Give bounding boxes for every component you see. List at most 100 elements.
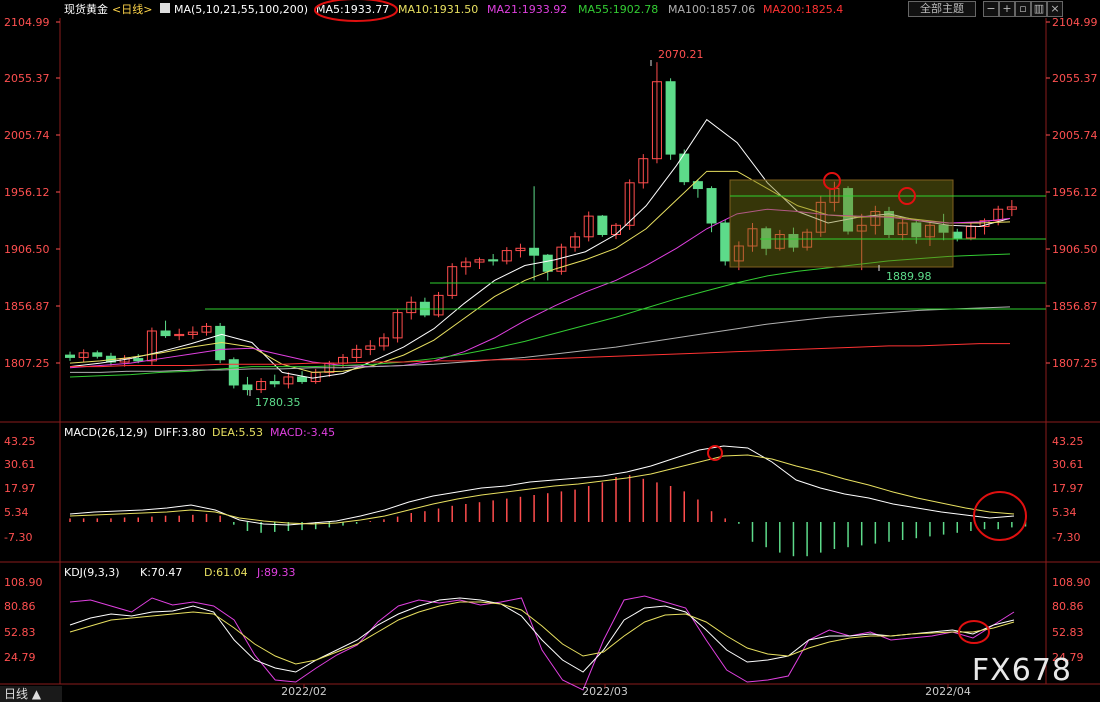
- candle-body[interactable]: [351, 348, 362, 358]
- candle-body[interactable]: [297, 376, 308, 383]
- kdj-j: J:89.33: [256, 566, 295, 579]
- candle-body[interactable]: [447, 266, 458, 296]
- candle-body[interactable]: [187, 331, 198, 335]
- restore-icon[interactable]: ▫: [1015, 1, 1031, 17]
- highlight-circle: [958, 620, 990, 644]
- x-axis-label: 2022/04: [925, 685, 971, 698]
- candle-body[interactable]: [583, 215, 594, 238]
- candle-body[interactable]: [146, 330, 157, 362]
- candle-body[interactable]: [692, 181, 703, 190]
- candle-body[interactable]: [92, 352, 103, 357]
- macd-tick-left: 30.61: [4, 458, 36, 471]
- macd-tick-right: -7.30: [1052, 531, 1080, 544]
- candle-body[interactable]: [488, 259, 499, 262]
- candle-body[interactable]: [283, 376, 294, 385]
- candle-body[interactable]: [515, 247, 526, 252]
- candle-body[interactable]: [474, 259, 485, 263]
- candle-body[interactable]: [843, 188, 854, 232]
- candle-body[interactable]: [952, 231, 963, 239]
- candle-body[interactable]: [1006, 206, 1017, 210]
- macd-tick-left: 43.25: [4, 435, 36, 448]
- price-tick-right: 2005.74: [1052, 129, 1098, 142]
- candle-body[interactable]: [378, 337, 389, 347]
- candle-body[interactable]: [774, 234, 785, 249]
- candle-body[interactable]: [160, 330, 171, 337]
- candle-body[interactable]: [365, 345, 376, 350]
- price-tick-right: 1956.12: [1052, 186, 1098, 199]
- macd-tick-right: 30.61: [1052, 458, 1084, 471]
- candle-body[interactable]: [529, 247, 540, 256]
- candle-body[interactable]: [133, 358, 144, 362]
- kdj-panel[interactable]: [69, 595, 1015, 691]
- candle-body[interactable]: [460, 261, 471, 268]
- ma100-value: MA100:1857.06: [668, 3, 755, 16]
- ma55-line: [69, 253, 1011, 378]
- kdj-title: KDJ(9,3,3): [64, 566, 120, 579]
- candle-body[interactable]: [78, 352, 89, 358]
- price-tick-left: 1807.25: [4, 357, 50, 370]
- candle-body[interactable]: [256, 381, 267, 391]
- candle-body[interactable]: [747, 228, 758, 247]
- candle-body[interactable]: [201, 325, 212, 333]
- candle-body[interactable]: [228, 359, 239, 386]
- plus-icon[interactable]: +: [999, 1, 1015, 17]
- macd-dea-line: [69, 454, 1015, 525]
- candle-body[interactable]: [269, 381, 280, 385]
- candle-body[interactable]: [570, 236, 581, 248]
- ma10-value: MA10:1931.50: [398, 3, 478, 16]
- highlight-circle: [823, 172, 841, 190]
- theme-button[interactable]: 全部主题: [908, 1, 976, 17]
- candle-body[interactable]: [993, 208, 1004, 222]
- candle-body[interactable]: [870, 211, 881, 226]
- candle-body[interactable]: [938, 224, 949, 233]
- minus-icon[interactable]: −: [983, 1, 999, 17]
- period-tab[interactable]: 日线 ▲: [0, 686, 62, 702]
- candle-body[interactable]: [884, 211, 894, 236]
- candle-body[interactable]: [433, 294, 444, 316]
- price-tick-left: 1956.12: [4, 186, 50, 199]
- candle-body[interactable]: [924, 224, 935, 238]
- ma10-line: [69, 170, 1011, 373]
- low-label: 1780.35: [255, 396, 301, 409]
- macd-tick-left: 17.97: [4, 482, 36, 495]
- candle-body[interactable]: [802, 231, 813, 248]
- kdj-tick-right: 24.79: [1052, 651, 1084, 664]
- candle-body[interactable]: [638, 158, 649, 184]
- candle-body[interactable]: [624, 182, 635, 226]
- candle-body[interactable]: [651, 81, 662, 160]
- candle-body[interactable]: [706, 188, 717, 224]
- close-icon[interactable]: ×: [1047, 1, 1063, 17]
- candle-body[interactable]: [897, 222, 908, 236]
- candle-body[interactable]: [501, 250, 512, 262]
- candle-body[interactable]: [392, 312, 403, 339]
- candle-body[interactable]: [406, 301, 417, 314]
- candle-body[interactable]: [911, 222, 922, 238]
- kdj-k-line: [69, 597, 1015, 673]
- candle-body[interactable]: [65, 354, 75, 358]
- macd-title: MACD(26,12,9): [64, 426, 148, 439]
- candle-body[interactable]: [242, 384, 253, 391]
- candle-body[interactable]: [542, 254, 553, 272]
- layout-icon[interactable]: ▥: [1031, 1, 1047, 17]
- macd-tick-left: 5.34: [4, 506, 29, 519]
- candle-body[interactable]: [815, 201, 826, 233]
- candle-body[interactable]: [665, 81, 676, 155]
- candle-body[interactable]: [720, 222, 731, 262]
- watermark: FX678: [971, 653, 1072, 688]
- indicator-icon[interactable]: [160, 3, 170, 13]
- panel-frame: [0, 18, 1100, 685]
- candle-body[interactable]: [788, 234, 799, 248]
- candle-body[interactable]: [733, 245, 744, 262]
- ma21-line: [69, 208, 1011, 369]
- candle-body[interactable]: [856, 224, 867, 232]
- consolidation-box: [729, 179, 954, 268]
- ma-title: MA(5,10,21,55,100,200): [174, 3, 308, 16]
- kdj-j-line: [69, 595, 1015, 691]
- candle-body[interactable]: [597, 215, 608, 236]
- kdj-tick-left: 80.86: [4, 600, 36, 613]
- candle-body[interactable]: [174, 333, 185, 337]
- price-panel[interactable]: 2070.21 1780.35 1889.98: [65, 48, 1047, 409]
- macd-panel[interactable]: [69, 445, 1027, 557]
- ma5-line: [69, 118, 1011, 379]
